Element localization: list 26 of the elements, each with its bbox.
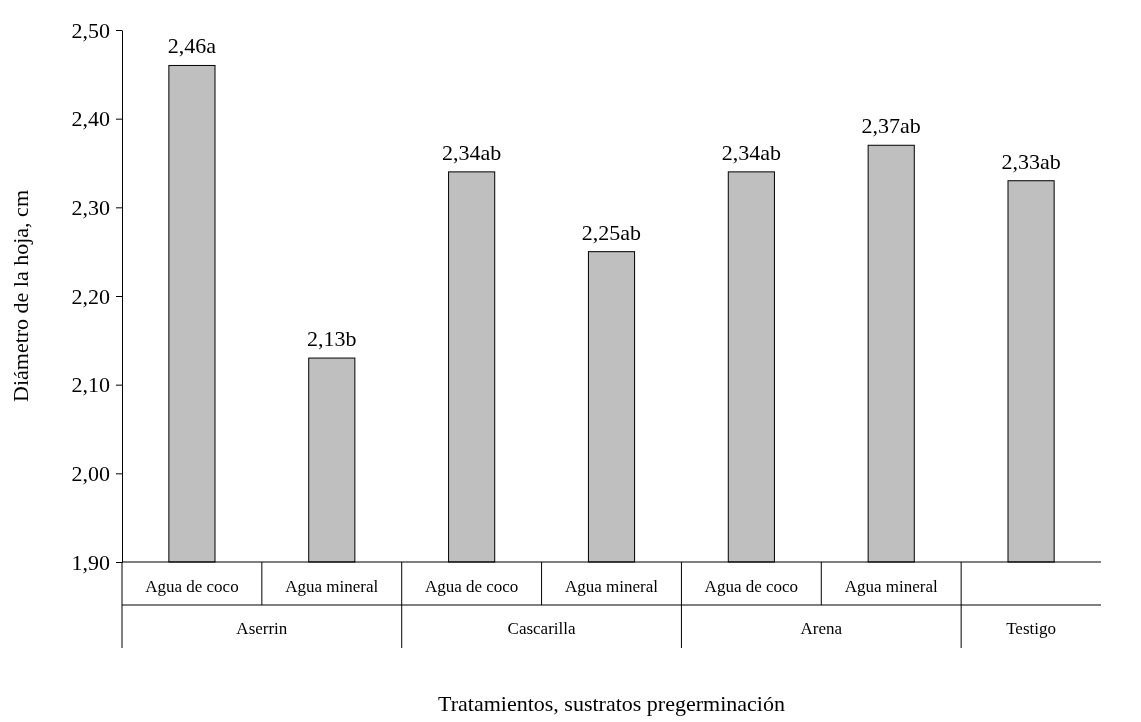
text: Aserrin [236,619,288,638]
x-tick-label: Agua de coco [424,577,519,596]
x-tick-label: Agua mineral [565,577,659,596]
y-tick-label: 1,90 [71,549,110,575]
y-tick-label: 2,10 [71,372,110,398]
y-axis-title: Diámetro de la hoja, cm [8,190,33,402]
data-label: 2,13b [307,326,357,352]
data-label: 2,34ab [442,139,502,165]
y-tick-label: 2,50 [71,17,110,43]
data-label: 2,34ab [721,139,781,165]
y-tick-label: 2,40 [71,106,110,132]
text: Testigo [1006,619,1056,638]
y-tick-label: 2,30 [71,194,110,220]
data-label: 2,33ab [1001,148,1061,174]
x-tick-label: Agua de coco [704,577,799,596]
y-tick-label: 2,00 [71,460,110,486]
x-tick-label: Agua mineral [285,577,379,596]
text: Cascarilla [507,619,577,638]
text: Arena [800,619,843,638]
y-tick-label: 2,20 [71,283,110,309]
x-axis-title: Tratamientos, sustratos pregerminación [438,691,785,716]
x-tick-label: Agua mineral [844,577,938,596]
x-tick-label: Agua de coco [145,577,239,596]
data-label: 2,25ab [581,219,642,245]
data-label: 2,37ab [861,113,921,139]
data-label: 2,46a [167,33,217,59]
